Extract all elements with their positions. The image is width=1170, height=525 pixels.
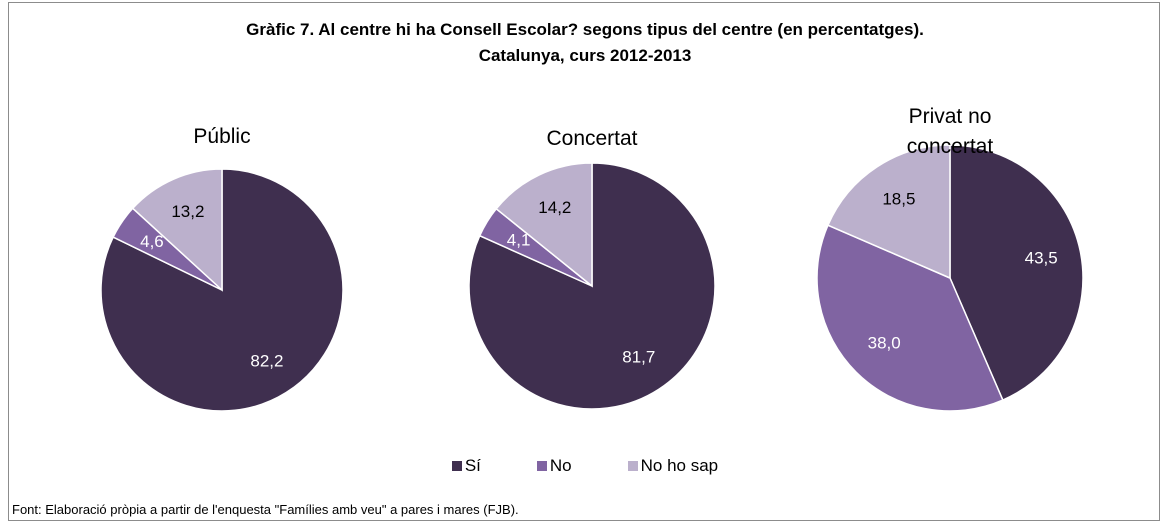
- pie-slice: [816, 224, 1004, 412]
- data-label: 38,0: [868, 333, 901, 352]
- data-label: 13,2: [171, 202, 204, 221]
- legend-label: Sí: [464, 456, 481, 475]
- data-label: 82,2: [250, 351, 283, 370]
- legend-swatch: [451, 461, 462, 471]
- legend-item: No: [536, 456, 572, 476]
- chart-title: Gràfic 7. Al centre hi ha Consell Escola…: [246, 20, 924, 39]
- chart-title: Catalunya, curs 2012-2013: [478, 46, 692, 65]
- legend-item: No ho sap: [627, 456, 719, 476]
- pie-slice: [949, 144, 1084, 402]
- pie-slice: [495, 162, 593, 288]
- data-label: 43,5: [1025, 249, 1058, 268]
- pie-title: Concertat: [546, 127, 638, 150]
- data-label: 4,6: [140, 232, 164, 251]
- legend: Sí No No ho sap: [0, 456, 1170, 476]
- data-label: 18,5: [882, 190, 915, 209]
- pie-title: Públic: [193, 125, 251, 148]
- legend-item: Sí: [451, 456, 481, 476]
- chart-frame: [8, 2, 1160, 521]
- pie-title: Privat no concertat: [906, 105, 994, 158]
- data-label: 4,1: [507, 230, 531, 249]
- legend-swatch: [627, 461, 638, 471]
- source-note: Font: Elaboració pròpia a partir de l'en…: [12, 502, 519, 517]
- pie-slice: [826, 144, 951, 280]
- legend-label: No: [549, 456, 572, 475]
- legend-label: No ho sap: [640, 456, 719, 475]
- data-label: 14,2: [538, 198, 571, 217]
- pie-slice: [131, 168, 223, 292]
- data-label: 81,7: [622, 348, 655, 367]
- legend-swatch: [536, 461, 547, 471]
